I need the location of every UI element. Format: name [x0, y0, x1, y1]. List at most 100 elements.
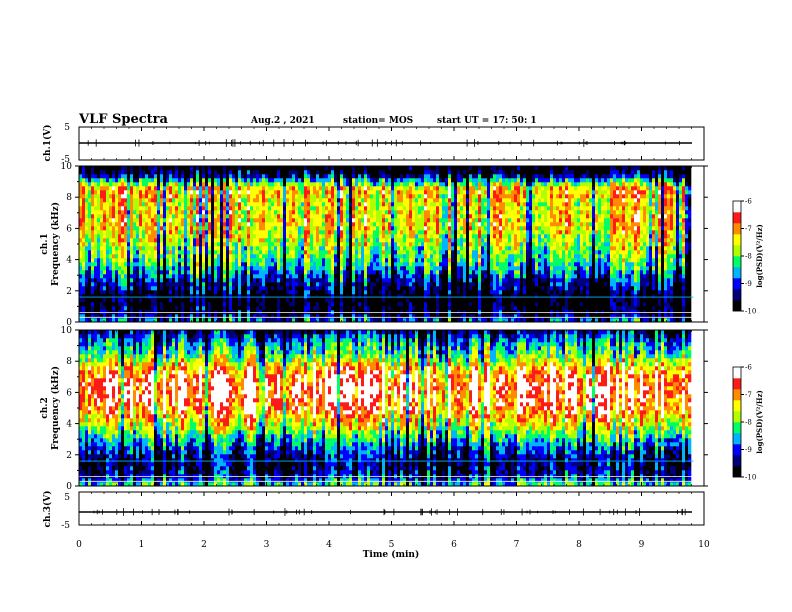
spectrogram-cell [199, 274, 202, 278]
spectrogram-cell [178, 254, 181, 258]
spectrogram-cell [82, 230, 85, 234]
spectrogram-cell [145, 262, 148, 266]
spectrogram-cell [193, 234, 196, 238]
spectrogram-cell [118, 166, 121, 170]
spectrogram-cell [178, 214, 181, 218]
spectrogram-cell [82, 206, 85, 210]
spectrogram-cell [106, 246, 109, 250]
spectrogram-cell [112, 254, 115, 258]
spectrogram-cell [253, 170, 256, 174]
spectrogram-cell [238, 222, 241, 226]
spectrogram-cell [97, 250, 100, 254]
spectrogram-cell [208, 266, 211, 270]
spectrogram-cell [115, 210, 118, 214]
spectrogram-cell [217, 290, 220, 294]
spectrogram-cell [289, 174, 292, 178]
spectrogram-cell [148, 222, 151, 226]
spectrogram-cell [208, 306, 211, 310]
spectrogram-cell [151, 270, 154, 274]
spectrogram-cell [202, 202, 205, 206]
spectrogram-cell [205, 270, 208, 274]
spectrogram-cell [274, 182, 277, 186]
spectrogram-cell [292, 262, 295, 266]
spectrogram-cell [244, 226, 247, 230]
spectrogram-cell [205, 218, 208, 222]
spectrogram-cell [238, 250, 241, 254]
spectrogram-cell [241, 298, 244, 302]
spectrogram-cell [142, 230, 145, 234]
spectrogram-cell [193, 206, 196, 210]
spectrogram-cell [145, 226, 148, 230]
spectrogram-cell [262, 282, 265, 286]
spectrogram-cell [178, 222, 181, 226]
spectrogram-cell [241, 174, 244, 178]
spectrogram-cell [118, 194, 121, 198]
spectrogram-cell [286, 210, 289, 214]
spectrogram-cell [175, 306, 178, 310]
spectrogram-cell [160, 250, 163, 254]
spectrogram-cell [172, 230, 175, 234]
spectrogram-cell [238, 174, 241, 178]
spectrogram-cell [127, 282, 130, 286]
spectrogram-cell [241, 278, 244, 282]
spectrogram-cell [178, 206, 181, 210]
spectrogram-cell [244, 274, 247, 278]
spectrogram-cell [256, 302, 259, 306]
spectrogram-cell [148, 234, 151, 238]
spectrogram-cell [277, 278, 280, 282]
spectrogram-cell [283, 274, 286, 278]
spectrogram-cell [280, 294, 283, 298]
spectrogram-cell [199, 290, 202, 294]
spectrogram-cell [139, 278, 142, 282]
spectrogram-cell [238, 262, 241, 266]
spectrogram-cell [202, 198, 205, 202]
spectrogram-cell [235, 286, 238, 290]
spectrogram-cell [223, 262, 226, 266]
spectrogram-cell [214, 302, 217, 306]
spectrogram-cell [229, 306, 232, 310]
spectrogram-cell [94, 254, 97, 258]
spectrogram-cell [184, 250, 187, 254]
spectrogram-cell [217, 270, 220, 274]
spectrogram-cell [115, 222, 118, 226]
spectrogram-cell [259, 306, 262, 310]
spectrogram-cell [295, 274, 298, 278]
spectrogram-cell [106, 258, 109, 262]
spectrogram-cell [85, 226, 88, 230]
spectrogram-cell [274, 190, 277, 194]
spectrogram-cell [202, 170, 205, 174]
spectrogram-cell [118, 182, 121, 186]
spectrogram-cell [142, 178, 145, 182]
spectrogram-cell [148, 306, 151, 310]
spectrogram-cell [262, 238, 265, 242]
spectrogram-cell [265, 234, 268, 238]
spectrogram-cell [172, 286, 175, 290]
spectrogram-cell [172, 254, 175, 258]
spectrogram-cell [142, 218, 145, 222]
spectrogram-cell [220, 290, 223, 294]
spectrogram-cell [262, 190, 265, 194]
spectrogram-cell [157, 270, 160, 274]
spectrogram-cell [190, 270, 193, 274]
spectrogram-cell [256, 258, 259, 262]
spectrogram-cell [247, 298, 250, 302]
spectrogram-cell [205, 182, 208, 186]
spectrogram-cell [136, 238, 139, 242]
spectrogram-cell [283, 262, 286, 266]
spectrogram-cell [193, 174, 196, 178]
spectrogram-cell [109, 210, 112, 214]
spectrogram-cell [250, 246, 253, 250]
spectrogram-cell [160, 230, 163, 234]
spectrogram-cell [190, 202, 193, 206]
spectrogram-cell [268, 262, 271, 266]
spectrogram-cell [172, 238, 175, 242]
spectrogram-cell [232, 242, 235, 246]
spectrogram-cell [121, 274, 124, 278]
spectrogram-cell [274, 238, 277, 242]
spectrogram-cell [97, 186, 100, 190]
spectrogram-cell [133, 266, 136, 270]
spectrogram-cell [88, 286, 91, 290]
spectrogram-cell [109, 278, 112, 282]
spectrogram-cell [124, 238, 127, 242]
spectrogram-cell [175, 218, 178, 222]
